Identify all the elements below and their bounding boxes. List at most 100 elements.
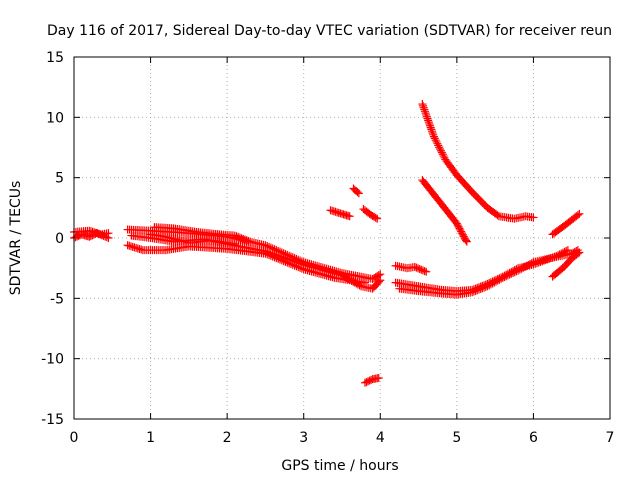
data-point-marker: [575, 209, 584, 218]
data-point-marker: [410, 262, 419, 271]
data-point-marker: [415, 265, 424, 274]
data-point-marker: [246, 237, 255, 246]
data-point-marker: [276, 252, 285, 261]
data-point-marker: [290, 257, 299, 266]
data-point-marker: [414, 264, 423, 273]
x-tick-label: 4: [376, 430, 385, 446]
data-point-marker: [420, 105, 429, 114]
data-point-marker: [510, 268, 519, 277]
data-point-marker: [420, 107, 429, 116]
data-point-marker: [575, 248, 584, 257]
data-point-marker: [490, 278, 499, 287]
data-point-marker: [493, 276, 502, 285]
data-point-marker: [263, 247, 272, 256]
x-tick-label: 6: [529, 430, 538, 446]
data-point-marker: [418, 100, 427, 109]
data-point-marker: [375, 277, 384, 286]
data-point-marker: [376, 276, 385, 285]
data-point-marker: [438, 150, 447, 159]
data-point-marker: [491, 277, 500, 286]
data-point-marker: [509, 268, 518, 277]
data-point-marker: [522, 261, 531, 270]
data-point-marker: [423, 114, 432, 123]
series-track-r: [548, 248, 584, 281]
data-point-marker: [478, 284, 487, 293]
data-point-marker: [468, 288, 477, 297]
data-point-marker: [425, 119, 434, 128]
y-tick-label: 15: [46, 50, 64, 66]
data-point-marker: [500, 273, 509, 282]
data-point-marker: [481, 282, 490, 291]
data-point-marker: [503, 271, 512, 280]
data-point-marker: [234, 232, 243, 241]
data-point-marker: [429, 132, 438, 141]
x-tick-label: 0: [70, 430, 79, 446]
data-point-marker: [471, 286, 480, 295]
data-point-marker: [418, 266, 427, 275]
y-axis-label: SDTVAR / TECUs: [8, 181, 24, 296]
data-point-marker: [469, 287, 478, 296]
y-tick-label: -10: [41, 352, 64, 368]
data-point-marker: [421, 109, 430, 118]
data-point-marker: [374, 373, 383, 382]
data-point-marker: [473, 286, 482, 295]
data-point-marker: [480, 283, 489, 292]
data-point-marker: [294, 258, 303, 267]
data-point-marker: [434, 141, 443, 150]
data-point-marker: [486, 280, 495, 289]
data-point-marker: [279, 253, 288, 262]
data-point-marker: [519, 263, 528, 272]
data-point-marker: [485, 281, 494, 290]
data-point-marker: [237, 234, 246, 243]
data-point-marker: [512, 267, 521, 276]
data-point-marker: [573, 211, 582, 220]
data-point-marker: [268, 249, 277, 258]
series-track-l: [391, 261, 431, 276]
data-point-marker: [286, 256, 295, 265]
data-point-marker: [529, 213, 538, 222]
data-point-marker: [514, 266, 523, 275]
data-point-marker: [462, 236, 471, 245]
data-point-marker: [353, 188, 362, 197]
data-point-marker: [270, 250, 279, 259]
data-point-marker: [277, 252, 286, 261]
series-track-d: [123, 241, 369, 287]
data-point-marker: [440, 153, 449, 162]
data-point-marker: [285, 255, 294, 264]
data-point-marker: [235, 233, 244, 242]
y-tick-label: -15: [41, 412, 64, 428]
y-tick-label: -5: [50, 291, 64, 307]
data-point-marker: [428, 129, 437, 138]
data-point-marker: [232, 232, 241, 241]
data-point-marker: [430, 134, 439, 143]
data-point-marker: [239, 234, 248, 243]
data-point-marker: [265, 248, 274, 257]
data-point-marker: [297, 259, 306, 268]
data-point-marker: [261, 247, 270, 256]
data-point-marker: [427, 125, 436, 134]
data-point-marker: [424, 118, 433, 127]
series-track-g: [146, 230, 239, 249]
data-point-marker: [497, 274, 506, 283]
data-point-marker: [296, 259, 305, 268]
data-point-marker: [507, 269, 516, 278]
y-tick-label: 5: [55, 171, 64, 187]
data-point-marker: [426, 121, 435, 130]
x-tick-label: 5: [452, 430, 461, 446]
data-point-marker: [493, 211, 502, 220]
data-point-marker: [422, 110, 431, 119]
data-point-marker: [424, 116, 433, 125]
data-point-marker: [474, 285, 483, 294]
series-track-o: [418, 100, 538, 223]
data-point-marker: [488, 279, 497, 288]
data-point-marker: [419, 101, 428, 110]
series-track-n: [395, 246, 582, 299]
data-point-marker: [495, 275, 504, 284]
data-point-marker: [483, 282, 492, 291]
series-track-q: [548, 209, 584, 239]
data-point-marker: [288, 256, 297, 265]
data-point-marker: [517, 264, 526, 273]
data-point-marker: [502, 272, 511, 281]
data-point-marker: [426, 123, 435, 132]
data-point-marker: [515, 265, 524, 274]
